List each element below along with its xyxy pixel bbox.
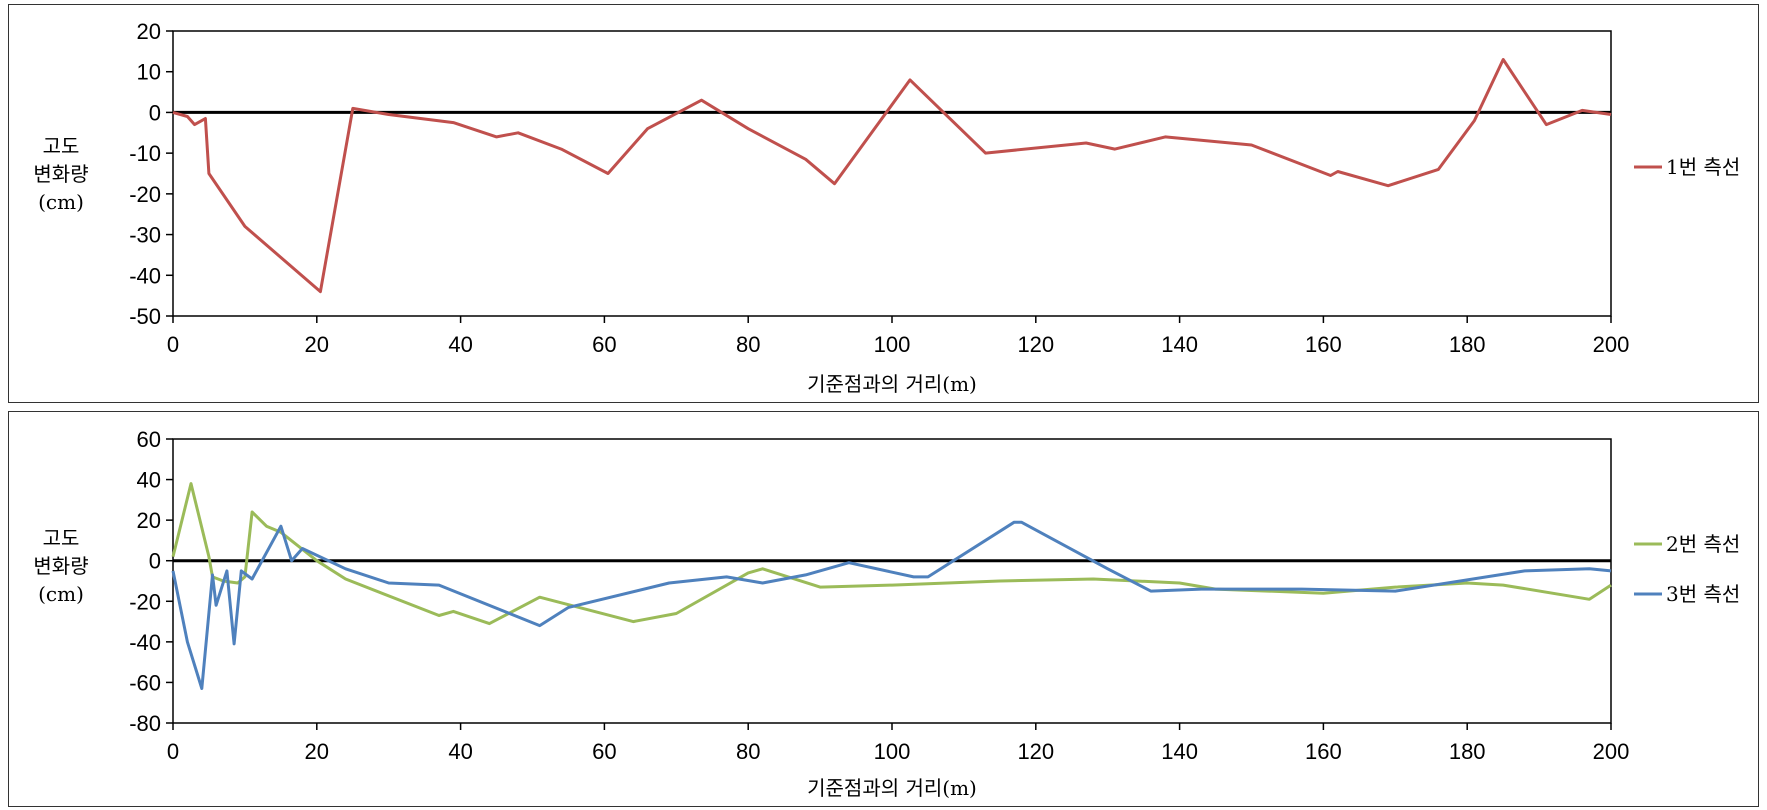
x-tick-label: 120: [1017, 332, 1054, 357]
y-tick-label: -40: [129, 630, 161, 655]
plot-area-frame: [172, 30, 1612, 317]
y-tick-label: -30: [129, 223, 161, 248]
y-tick-label: -80: [129, 711, 161, 736]
y-tick-label: -20: [129, 182, 161, 207]
series-line: [172, 58, 1612, 294]
x-tick-label: 20: [305, 739, 329, 764]
y-tick-label: 0: [149, 549, 161, 574]
y-tick-label: 40: [137, 468, 161, 493]
x-tick-label: 60: [592, 332, 616, 357]
x-tick-label: 40: [448, 332, 472, 357]
series-line: [171, 520, 1612, 690]
y-tick-label: 20: [137, 19, 161, 44]
y-tick-label: -10: [129, 141, 161, 166]
x-tick-label: 180: [1449, 332, 1486, 357]
legend-label: 1번 측선: [1666, 155, 1740, 179]
x-tick-label: 40: [448, 739, 472, 764]
y-tick-label: -20: [129, 589, 161, 614]
x-tick-label: 160: [1305, 332, 1342, 357]
series-line: [171, 482, 1612, 626]
x-tick-label: 120: [1017, 739, 1054, 764]
x-tick-label: 100: [874, 739, 911, 764]
y-tick-label: 60: [137, 427, 161, 452]
x-axis-title: 기준점과의 거리(m): [807, 776, 977, 800]
x-tick-label: 200: [1593, 739, 1630, 764]
legend-label: 3번 측선: [1666, 582, 1740, 606]
y-axis-title: 변화량: [33, 554, 88, 578]
x-tick-label: 180: [1449, 739, 1486, 764]
x-tick-label: 20: [305, 332, 329, 357]
x-tick-label: 200: [1593, 332, 1630, 357]
y-tick-label: 20: [137, 508, 161, 533]
y-axis-title: 고도: [43, 526, 80, 550]
x-axis-title: 기준점과의 거리(m): [807, 372, 977, 396]
y-axis-title: 변화량: [33, 162, 88, 186]
x-tick-label: 100: [874, 332, 911, 357]
y-tick-label: -60: [129, 670, 161, 695]
x-tick-label: 0: [167, 739, 179, 764]
y-tick-label: -40: [129, 263, 161, 288]
y-tick-label: 0: [149, 100, 161, 125]
x-tick-label: 140: [1161, 739, 1198, 764]
plot-area-frame: [172, 438, 1612, 724]
x-tick-label: 80: [736, 739, 760, 764]
legend-label: 2번 측선: [1666, 532, 1740, 556]
chart-panel-bottom: 60 40 20 0 -20 -40 -60 -80 0 20 40 60 80 100 120 140 160…: [8, 411, 1759, 807]
x-tick-label: 80: [736, 332, 760, 357]
x-tick-label: 160: [1305, 739, 1342, 764]
y-tick-label: -50: [129, 304, 161, 329]
y-axis-title: (cm): [38, 190, 84, 214]
x-tick-label: 60: [592, 739, 616, 764]
x-tick-label: 140: [1161, 332, 1198, 357]
x-tick-label: 0: [167, 332, 179, 357]
y-axis-title: (cm): [38, 582, 84, 606]
chart-panel-top: 20 10 0 -10 -20 -30 -40 -50 0 20 40 60 80 100 120 140 16…: [8, 4, 1759, 403]
y-tick-label: 10: [137, 60, 161, 85]
y-axis-title: 고도: [43, 134, 80, 158]
